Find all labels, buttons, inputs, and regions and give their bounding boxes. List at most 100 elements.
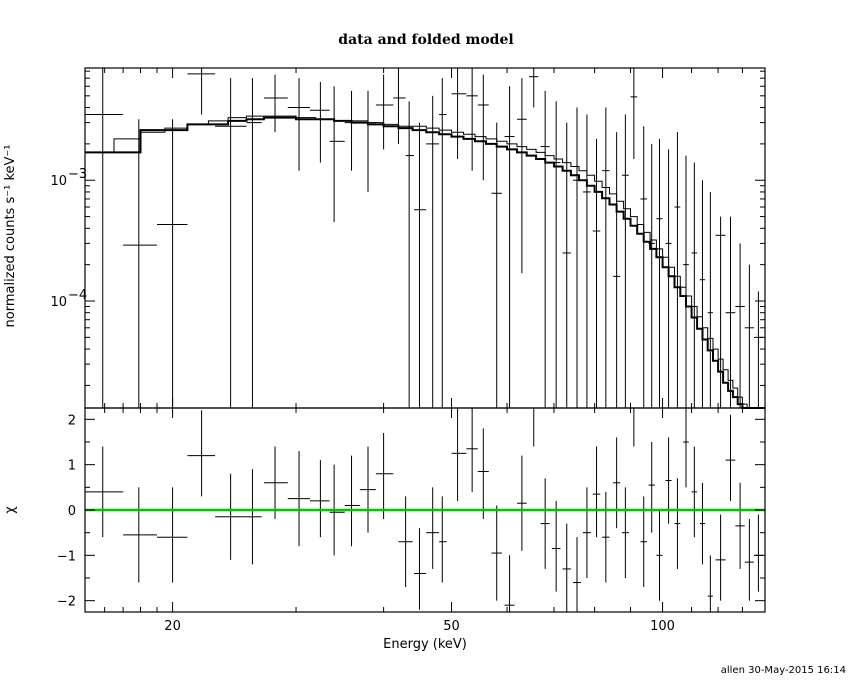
counts-data-point bbox=[451, 68, 467, 159]
counts-data-point bbox=[753, 291, 763, 408]
residual-data-point bbox=[715, 514, 726, 601]
residual-data-point bbox=[215, 473, 247, 560]
counts-data-point bbox=[491, 122, 502, 408]
counts-data-point bbox=[630, 68, 638, 159]
x-tick-label: 100 bbox=[650, 619, 675, 634]
counts-data-point bbox=[683, 155, 689, 408]
y-tick-label: −2 bbox=[57, 595, 76, 610]
model-thick-step bbox=[85, 116, 765, 409]
residual-data-point bbox=[683, 408, 689, 488]
y-tick-label: 2 bbox=[68, 413, 76, 428]
residual-data-point bbox=[540, 478, 550, 569]
residual-data-point bbox=[451, 408, 467, 501]
chart-title: data and folded model bbox=[338, 32, 513, 48]
counts-data-point bbox=[309, 82, 330, 163]
counts-data-point bbox=[621, 114, 629, 408]
residual-data-point bbox=[309, 460, 330, 538]
counts-data-point bbox=[344, 90, 360, 171]
residual-data-point bbox=[592, 446, 601, 538]
residuals-panel: −2 −1 0 1 2 χ bbox=[3, 407, 766, 613]
y-tick-label: −1 bbox=[57, 549, 76, 564]
counts-data-point bbox=[426, 95, 440, 408]
y-tick-label: 10 bbox=[50, 295, 67, 310]
residual-data-point bbox=[398, 496, 413, 588]
residual-data-point bbox=[707, 555, 713, 612]
model-thick-curve bbox=[85, 116, 765, 409]
y-tick-label: 10 bbox=[50, 174, 67, 189]
residual-data-point bbox=[648, 442, 655, 533]
y-tick-exponent: −4 bbox=[68, 288, 87, 303]
counts-data-point bbox=[414, 122, 427, 408]
counts-data-point bbox=[466, 68, 478, 171]
counts-data-point bbox=[613, 132, 621, 408]
counts-panel: 10−310−4 normalized counts s⁻¹ keV⁻¹ bbox=[3, 67, 766, 409]
counts-data-point bbox=[592, 138, 601, 408]
residual-data-point bbox=[263, 446, 288, 520]
residual-data-point bbox=[85, 446, 124, 538]
counts-data-point bbox=[735, 243, 745, 408]
counts-data-point bbox=[246, 78, 262, 408]
counts-panel-frame bbox=[84, 67, 766, 409]
counts-data-point bbox=[85, 68, 124, 408]
counts-y-axis-label: normalized counts s⁻¹ keV⁻¹ bbox=[3, 145, 18, 328]
counts-data-point bbox=[517, 78, 527, 274]
residual-data-point bbox=[375, 432, 394, 520]
counts-data-point bbox=[439, 78, 447, 408]
residual-data-point bbox=[504, 555, 515, 612]
counts-data-point bbox=[562, 122, 571, 408]
counts-data-point bbox=[215, 78, 247, 408]
counts-data-point bbox=[648, 143, 655, 408]
residual-data-point bbox=[640, 496, 647, 588]
counts-data-point bbox=[725, 216, 736, 408]
counts-data-point bbox=[375, 74, 394, 150]
residual-data-point bbox=[517, 455, 527, 551]
residual-data-point bbox=[562, 523, 571, 612]
residual-data-point bbox=[246, 469, 262, 565]
counts-data-point bbox=[665, 149, 672, 408]
residual-data-point bbox=[414, 528, 427, 610]
counts-data-point bbox=[602, 107, 610, 408]
residual-data-point bbox=[551, 500, 561, 592]
x-tick-label: 50 bbox=[443, 619, 460, 634]
counts-data-point bbox=[540, 90, 550, 408]
y-tick-exponent: −3 bbox=[68, 167, 87, 182]
footer-stamp: allen 30-May-2015 16:14 bbox=[721, 665, 846, 676]
residual-data-point bbox=[753, 514, 763, 592]
residual-data-point bbox=[744, 519, 754, 601]
counts-data-point bbox=[405, 101, 415, 408]
counts-data-point bbox=[393, 68, 406, 144]
residual-y-tick-labels: −2 −1 0 1 2 bbox=[57, 413, 76, 609]
residual-data-point bbox=[426, 487, 440, 569]
residual-data-point bbox=[582, 487, 591, 578]
residual-data-point bbox=[735, 482, 745, 569]
residual-data-point bbox=[621, 487, 629, 578]
residual-data-point bbox=[602, 491, 610, 583]
residual-data-point bbox=[691, 446, 698, 538]
residual-data-point bbox=[529, 407, 539, 447]
counts-data-point bbox=[156, 119, 188, 408]
counts-data-point bbox=[744, 264, 754, 408]
counts-data-point bbox=[691, 162, 698, 408]
counts-data-points bbox=[85, 68, 763, 408]
y-tick-label: 1 bbox=[68, 459, 76, 474]
counts-data-point bbox=[329, 86, 345, 223]
residual-data-point bbox=[699, 482, 706, 565]
x-axis-label: Energy (keV) bbox=[383, 637, 467, 652]
counts-data-point bbox=[504, 86, 515, 408]
residual-data-point bbox=[656, 510, 663, 601]
counts-data-point bbox=[287, 78, 310, 171]
residual-data-point bbox=[725, 414, 736, 501]
y-tick-label: 0 bbox=[68, 504, 76, 519]
residual-data-point bbox=[344, 455, 360, 547]
counts-data-point bbox=[359, 90, 376, 192]
residual-y-axis-label: χ bbox=[3, 506, 18, 514]
residual-data-point bbox=[156, 487, 188, 583]
counts-data-point bbox=[263, 74, 288, 133]
counts-data-point bbox=[582, 114, 591, 408]
residual-data-point bbox=[630, 407, 638, 447]
residual-axis-ticks bbox=[85, 408, 766, 612]
counts-data-point bbox=[699, 180, 706, 408]
counts-data-point bbox=[707, 191, 713, 408]
counts-data-point bbox=[715, 216, 726, 408]
